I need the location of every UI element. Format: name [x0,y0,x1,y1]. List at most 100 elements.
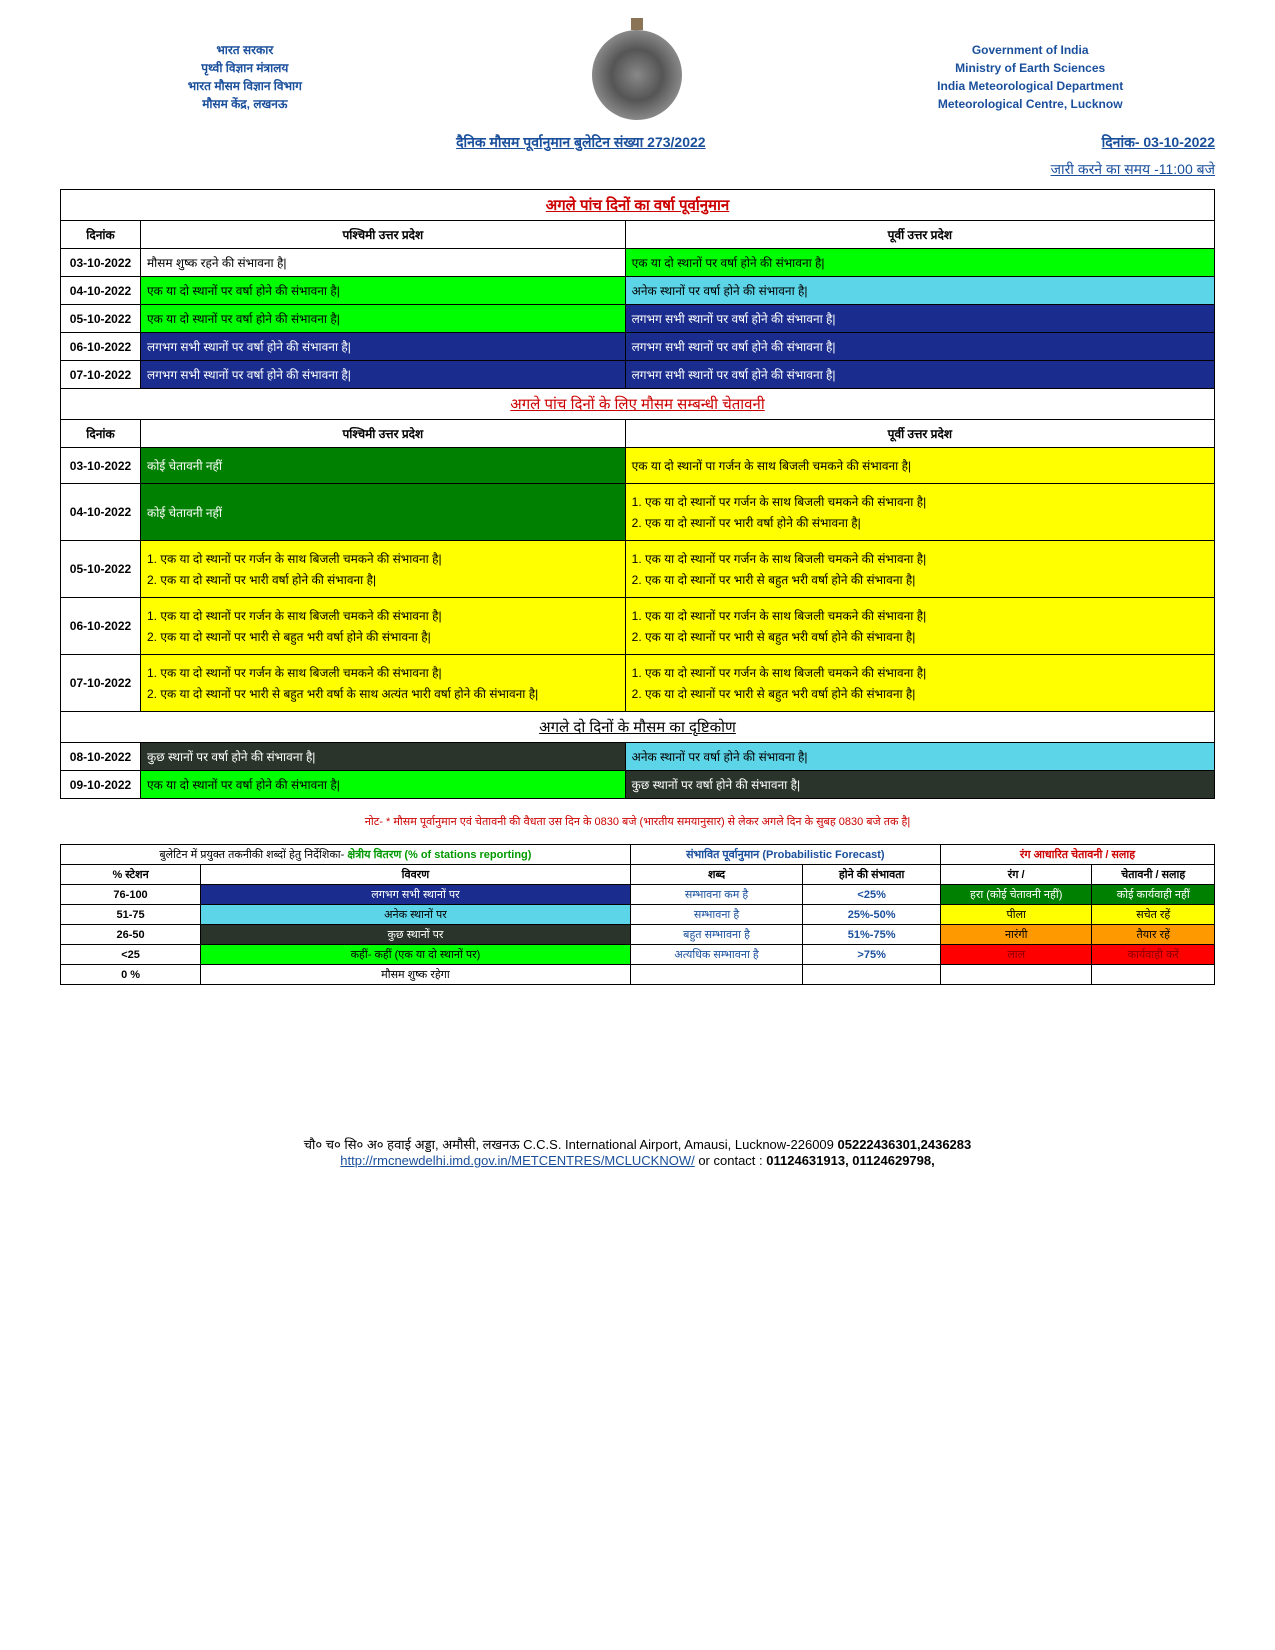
forecast-row: 03-10-2022 मौसम शुष्क रहने की संभावना है… [61,249,1215,277]
page-header: भारत सरकार पृथ्वी विज्ञान मंत्रालय भारत … [60,30,1215,123]
forecast-row: 06-10-2022 लगभग सभी स्थानों पर वर्षा होन… [61,333,1215,361]
legend-col-prob: होने की संभावता [803,865,941,885]
legend-color: हरा (कोई चेतावनी नहीं) [940,885,1092,905]
footer-phones2: 01124631913, 01124629798, [766,1153,934,1168]
col-east-header-2: पूर्वी उत्तर प्रदेश [625,420,1214,448]
legend-col-word: शब्द [630,865,803,885]
legend-prob: 25%-50% [803,905,941,925]
outlook-date: 09-10-2022 [61,771,141,799]
forecast-row: 04-10-2022 एक या दो स्थानों पर वर्षा होन… [61,277,1215,305]
col-west-header: पश्चिमी उत्तर प्रदेश [141,221,626,249]
forecast-table: अगले पांच दिनों का वर्षा पूर्वानुमान दिन… [60,189,1215,799]
warning-east: 1. एक या दो स्थानों पर गर्जन के साथ बिजल… [625,655,1214,712]
warning-date: 03-10-2022 [61,448,141,484]
header-left: भारत सरकार पृथ्वी विज्ञान मंत्रालय भारत … [60,41,430,113]
legend-pct: <25 [61,945,201,965]
forecast-row: 07-10-2022 लगभग सभी स्थानों पर वर्षा होन… [61,361,1215,389]
warning-east: 1. एक या दो स्थानों पर गर्जन के साथ बिजल… [625,484,1214,541]
outlook-east: कुछ स्थानों पर वर्षा होने की संभावना है| [625,771,1214,799]
legend-desc: लगभग सभी स्थानों पर [201,885,631,905]
legend-col-color: रंग / [940,865,1092,885]
forecast-east: एक या दो स्थानों पर वर्षा होने की संभावन… [625,249,1214,277]
legend-col-desc: विवरण [201,865,631,885]
legend-advice: सचेत रहें [1092,905,1215,925]
forecast-west: लगभग सभी स्थानों पर वर्षा होने की संभावन… [141,361,626,389]
gov-line: भारत सरकार [60,41,430,59]
legend-advice [1092,965,1215,985]
legend-color: नारंगी [940,925,1092,945]
forecast-section-title: अगले पांच दिनों का वर्षा पूर्वानुमान [61,190,1215,221]
legend-word [630,965,803,985]
legend-desc: मौसम शुष्क रहेगा [201,965,631,985]
forecast-row: 05-10-2022 एक या दो स्थानों पर वर्षा होन… [61,305,1215,333]
header-right: Government of India Ministry of Earth Sc… [845,41,1215,113]
warning-west: 1. एक या दो स्थानों पर गर्जन के साथ बिजल… [141,598,626,655]
legend-word: बहुत सम्भावना है [630,925,803,945]
forecast-date: 03-10-2022 [61,249,141,277]
legend-h2: संभावित पूर्वानुमान (Probabilistic Forec… [630,845,940,865]
legend-desc: कुछ स्थानों पर [201,925,631,945]
ministry-line-en: Ministry of Earth Sciences [845,59,1215,77]
forecast-east: अनेक स्थानों पर वर्षा होने की संभावना है… [625,277,1214,305]
dept-line-en: India Meteorological Department [845,77,1215,95]
bulletin-date: दिनांक- 03-10-2022 [1102,133,1215,152]
footer-address: चौ० च० सि० अ० हवाई अड्डा, अमौसी, लखनऊ C.… [304,1137,838,1152]
col-date-header: दिनांक [61,221,141,249]
warning-row: 05-10-2022 1. एक या दो स्थानों पर गर्जन … [61,541,1215,598]
outlook-row: 09-10-2022 एक या दो स्थानों पर वर्षा होन… [61,771,1215,799]
outlook-west: कुछ स्थानों पर वर्षा होने की संभावना है| [141,743,626,771]
outlook-row: 08-10-2022 कुछ स्थानों पर वर्षा होने की … [61,743,1215,771]
warning-date: 05-10-2022 [61,541,141,598]
legend-advice: कोई कार्यवाही नहीं [1092,885,1215,905]
warning-west: कोई चेतावनी नहीं [141,484,626,541]
legend-h1-text: बुलेटिन में प्रयुक्त तकनीकी शब्दों हेतु … [159,849,344,861]
warning-east: एक या दो स्थानों पा गर्जन के साथ बिजली च… [625,448,1214,484]
legend-advice: तैयार रहें [1092,925,1215,945]
legend-table: बुलेटिन में प्रयुक्त तकनीकी शब्दों हेतु … [60,844,1215,985]
forecast-west: एक या दो स्थानों पर वर्षा होने की संभावन… [141,305,626,333]
legend-row: 0 % मौसम शुष्क रहेगा [61,965,1215,985]
outlook-east: अनेक स्थानों पर वर्षा होने की संभावना है… [625,743,1214,771]
legend-color: पीला [940,905,1092,925]
legend-word: सम्भावना है [630,905,803,925]
forecast-west: लगभग सभी स्थानों पर वर्षा होने की संभावन… [141,333,626,361]
legend-color [940,965,1092,985]
warning-west: 1. एक या दो स्थानों पर गर्जन के साथ बिजल… [141,655,626,712]
forecast-date: 05-10-2022 [61,305,141,333]
col-west-header-2: पश्चिमी उत्तर प्रदेश [141,420,626,448]
legend-pct: 0 % [61,965,201,985]
emblem-logo [592,30,682,120]
gov-line-en: Government of India [845,41,1215,59]
legend-row: 51-75 अनेक स्थानों पर सम्भावना है 25%-50… [61,905,1215,925]
centre-line: मौसम केंद्र, लखनऊ [60,95,430,113]
warning-west: कोई चेतावनी नहीं [141,448,626,484]
legend-h3: रंग आधारित चेतावनी / सलाह [940,845,1214,865]
warning-date: 04-10-2022 [61,484,141,541]
legend-desc: अनेक स्थानों पर [201,905,631,925]
legend-word: अत्यधिक सम्भावना है [630,945,803,965]
legend-desc: कहीं- कहीं (एक या दो स्थानों पर) [201,945,631,965]
warning-date: 06-10-2022 [61,598,141,655]
footer: चौ० च० सि० अ० हवाई अड्डा, अमौसी, लखनऊ C.… [60,1135,1215,1168]
outlook-date: 08-10-2022 [61,743,141,771]
forecast-date: 06-10-2022 [61,333,141,361]
ministry-line: पृथ्वी विज्ञान मंत्रालय [60,59,430,77]
forecast-east: लगभग सभी स्थानों पर वर्षा होने की संभावन… [625,361,1214,389]
warning-west: 1. एक या दो स्थानों पर गर्जन के साथ बिजल… [141,541,626,598]
legend-word: सम्भावना कम है [630,885,803,905]
warning-row: 07-10-2022 1. एक या दो स्थानों पर गर्जन … [61,655,1215,712]
outlook-section-title: अगले दो दिनों के मौसम का दृष्टिकोण [61,712,1215,743]
legend-col-advice: चेतावनी / सलाह [1092,865,1215,885]
legend-row: 26-50 कुछ स्थानों पर बहुत सम्भावना है 51… [61,925,1215,945]
legend-col-station: % स्टेशन [61,865,201,885]
warning-row: 06-10-2022 1. एक या दो स्थानों पर गर्जन … [61,598,1215,655]
legend-advice: कार्यवाही करें [1092,945,1215,965]
col-east-header: पूर्वी उत्तर प्रदेश [625,221,1214,249]
legend-prob: <25% [803,885,941,905]
col-date-header-2: दिनांक [61,420,141,448]
forecast-date: 04-10-2022 [61,277,141,305]
footer-url[interactable]: http://rmcnewdelhi.imd.gov.in/METCENTRES… [340,1153,694,1168]
legend-row: 76-100 लगभग सभी स्थानों पर सम्भावना कम ह… [61,885,1215,905]
warning-row: 04-10-2022 कोई चेतावनी नहीं 1. एक या दो … [61,484,1215,541]
bulletin-row: दैनिक मौसम पूर्वानुमान बुलेटिन संख्या 27… [60,133,1215,152]
